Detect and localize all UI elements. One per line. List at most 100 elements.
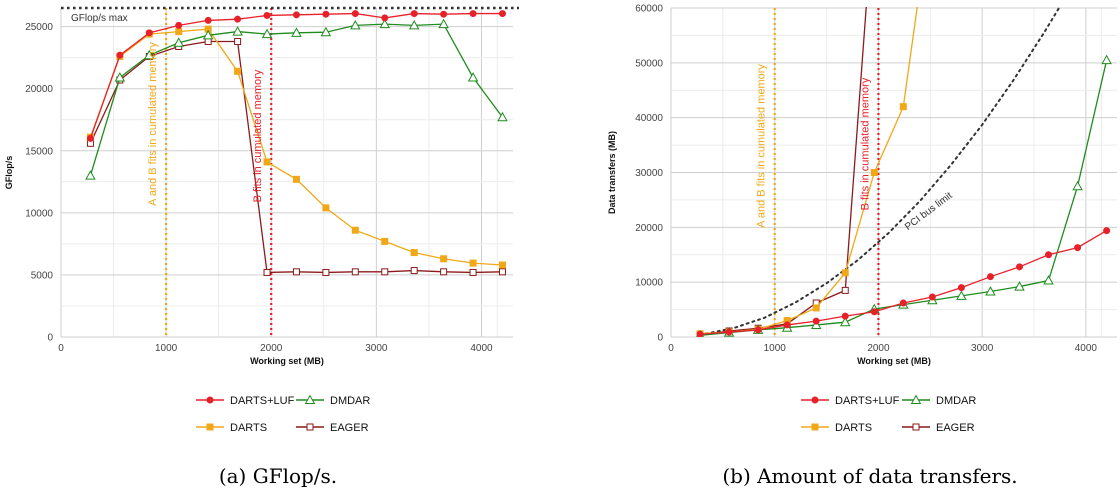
series-line [700, 7, 918, 335]
data-point [351, 268, 359, 276]
data-point [696, 330, 704, 337]
x-axis-label: Working set (MB) [250, 356, 324, 366]
data-point [292, 175, 300, 183]
data-point [440, 10, 448, 18]
y-tick-label: 20000 [635, 223, 663, 234]
data-point [1014, 281, 1025, 291]
gflops-chart: 0 1000 2000 3000 4000 0 5000 10000 15000 20000 250… [4, 6, 519, 434]
x-tick-label: 3000 [365, 343, 388, 354]
series-darts-luf [696, 227, 1111, 337]
data-point [754, 326, 762, 334]
series-eager [86, 38, 506, 276]
data-point [498, 10, 506, 18]
data-point [145, 29, 153, 37]
data-point [114, 72, 126, 82]
data-point [410, 267, 418, 275]
series-darts [696, 7, 918, 337]
data-point [498, 261, 506, 269]
data-point [292, 11, 300, 19]
data-point [841, 312, 849, 320]
y-tick-label: 0 [47, 333, 53, 344]
data-point [175, 21, 183, 29]
data-point [1101, 54, 1112, 65]
data-point [870, 308, 878, 316]
data-point [497, 111, 508, 122]
data-point [261, 28, 273, 39]
x-tick-label: 4000 [470, 343, 493, 354]
data-point [381, 237, 389, 245]
legend-label: DARTS [230, 422, 267, 434]
caption-a: (a) GFlop/s. [218, 464, 338, 488]
data-point [1016, 263, 1024, 271]
data-point [986, 273, 994, 281]
series-dmdar [85, 18, 508, 180]
data-point [263, 11, 271, 19]
series-eager [696, 7, 867, 337]
y-tick-label: 60000 [635, 4, 663, 15]
data-point [841, 269, 849, 277]
legend-marker [206, 396, 214, 404]
data-point [440, 268, 448, 276]
legend-marker [910, 394, 922, 405]
legend-marker [811, 423, 819, 431]
data-point [381, 14, 389, 22]
data-point [234, 15, 242, 23]
data-point [783, 321, 791, 329]
y-tick-label: 50000 [635, 58, 663, 69]
data-point [350, 19, 361, 30]
y-tick-label: 10000 [25, 208, 53, 219]
data-point [292, 268, 300, 276]
y-tick-label: 30000 [635, 168, 663, 179]
vertical-line-label: A and B fits in cumulated memory [147, 42, 159, 206]
data-point [469, 259, 477, 267]
data-point [812, 317, 820, 325]
vertical-line-label: B fits in cumulated memory [252, 69, 264, 202]
caption-b: (b) Amount of data transfers. [722, 464, 1018, 488]
data-point [351, 10, 359, 18]
gflops-max-label: GFlop/s max [71, 13, 128, 24]
legend-marker [304, 394, 316, 405]
pci-bus-limit-curve [699, 7, 1061, 336]
data-point [1072, 180, 1083, 191]
data-point [86, 134, 94, 142]
data-point [320, 26, 332, 37]
data-point [322, 204, 330, 212]
legend-label: DMDAR [330, 395, 370, 407]
y-tick-label: 5000 [31, 270, 54, 281]
legend-marker [811, 396, 819, 404]
legend-label: DARTS+LUF [230, 395, 295, 407]
data-point [440, 255, 448, 263]
data-point [204, 16, 212, 24]
legend-label: EAGER [330, 422, 369, 434]
data-point [1074, 244, 1082, 252]
data-point [232, 26, 243, 36]
legend: DARTS+LUF DMDAR DARTS EAGER [801, 394, 976, 434]
data-point [322, 10, 330, 18]
plot-area [696, 7, 1112, 337]
chart-panel-data-transfers: 0 1000 2000 3000 4000 0 10000 20000 30000 40000 50… [560, 0, 1120, 499]
chart-panel-gflops: 0 1000 2000 3000 4000 0 5000 10000 15000 20000 250… [4, 6, 519, 488]
legend-marker [206, 423, 214, 431]
series-darts-luf [86, 10, 506, 142]
data-transfers-chart: 0 1000 2000 3000 400001000020000300004000050… [607, 4, 1117, 434]
data-point [1103, 227, 1111, 235]
data-point [173, 37, 184, 47]
data-point [498, 268, 506, 276]
y-tick-label: 20000 [25, 84, 53, 95]
data-point [469, 10, 477, 18]
data-point [957, 284, 965, 292]
y-tick-label: 0 [657, 333, 663, 344]
data-point [234, 67, 242, 75]
vertical-line-label: B fits in cumulated memory [859, 77, 871, 210]
x-axis-label: Working set (MB) [857, 356, 931, 366]
x-tick-label: 0 [58, 343, 64, 354]
series-line [699, 7, 867, 336]
y-axis-label: GFlop/s [4, 156, 14, 190]
data-point [899, 103, 907, 111]
x-tick-label: 3000 [971, 343, 994, 354]
y-tick-label: 10000 [635, 278, 663, 289]
data-point [899, 299, 907, 307]
data-point [322, 268, 330, 276]
legend-label: DARTS [835, 422, 872, 434]
data-point [85, 170, 96, 180]
